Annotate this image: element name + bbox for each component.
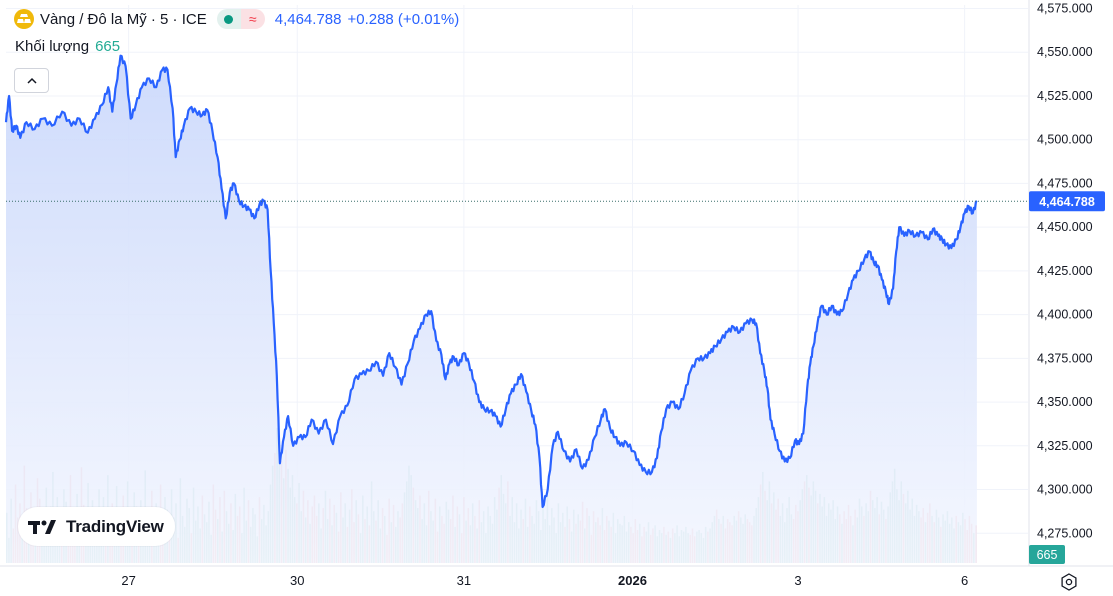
current-volume-badge bbox=[1029, 545, 1065, 564]
price-area bbox=[6, 55, 977, 563]
x-tick-label: 27 bbox=[121, 573, 135, 588]
price-change: +0.288 (+0.01%) bbox=[347, 10, 460, 28]
y-tick-label: 4,350.000 bbox=[1037, 395, 1093, 409]
x-tick-label: 31 bbox=[457, 573, 471, 588]
wave-icon[interactable]: ≈ bbox=[240, 9, 265, 29]
y-tick-label: 4,425.000 bbox=[1037, 264, 1093, 278]
chevron-up-icon bbox=[26, 77, 37, 84]
last-price: 4,464.788 bbox=[274, 10, 342, 28]
market-status-pill[interactable]: ≈ bbox=[216, 9, 265, 29]
tradingview-badge[interactable]: TradingView bbox=[18, 507, 175, 546]
volume-value: 665 bbox=[95, 38, 121, 55]
price-series-line bbox=[4, 54, 978, 509]
current-price-label: 4,464.788 bbox=[1039, 195, 1095, 209]
x-tick-label: 30 bbox=[290, 573, 304, 588]
volume-label[interactable]: Khối lượng bbox=[15, 38, 90, 55]
current-volume-label: 665 bbox=[1037, 548, 1058, 562]
y-tick-label: 4,300.000 bbox=[1037, 483, 1093, 497]
price-area-fill bbox=[6, 55, 977, 563]
y-tick-label: 4,525.000 bbox=[1037, 89, 1093, 103]
y-tick-label: 4,550.000 bbox=[1037, 45, 1093, 59]
price-labels: 4,464.788 665 bbox=[6, 191, 1105, 564]
y-tick-label: 4,375.000 bbox=[1037, 351, 1093, 365]
tradingview-logo-icon bbox=[28, 519, 56, 534]
symbol-title[interactable]: Vàng / Đô la Mỹ · 5 · ICE bbox=[40, 10, 207, 28]
y-tick-label: 4,500.000 bbox=[1037, 133, 1093, 147]
volume-legend[interactable]: Khối lượng 665 bbox=[15, 38, 120, 55]
x-tick-label: 6 bbox=[961, 573, 968, 588]
y-tick-label: 4,400.000 bbox=[1037, 308, 1093, 322]
green-dot-icon[interactable] bbox=[216, 9, 241, 29]
y-tick-label: 4,475.000 bbox=[1037, 176, 1093, 190]
symbol-legend[interactable]: Vàng / Đô la Mỹ · 5 · ICE ≈ 4,464.788 +0… bbox=[14, 8, 459, 30]
gold-bars-icon bbox=[14, 9, 34, 29]
x-tick-label: 3 bbox=[794, 573, 801, 588]
y-tick-label: 4,275.000 bbox=[1037, 526, 1093, 540]
x-tick-label: 2026 bbox=[618, 573, 647, 588]
price-line bbox=[4, 54, 978, 509]
gear-icon[interactable] bbox=[1059, 572, 1079, 592]
y-tick-label: 4,575.000 bbox=[1037, 1, 1093, 15]
y-tick-label: 4,450.000 bbox=[1037, 220, 1093, 234]
collapse-legend-button[interactable] bbox=[14, 68, 49, 93]
current-price-badge bbox=[1029, 191, 1105, 212]
tradingview-text: TradingView bbox=[66, 516, 164, 536]
y-tick-label: 4,325.000 bbox=[1037, 439, 1093, 453]
